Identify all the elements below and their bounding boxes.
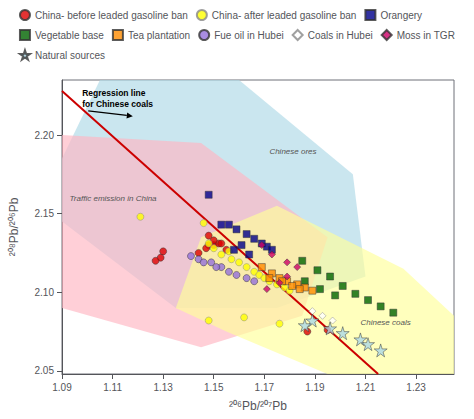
svg-text:Regression line: Regression line bbox=[82, 88, 146, 98]
svg-text:1.13: 1.13 bbox=[153, 382, 173, 393]
svg-text:Fue oil in Hubei: Fue oil in Hubei bbox=[214, 30, 283, 41]
svg-text:1.15: 1.15 bbox=[204, 382, 224, 393]
svg-text:Traffic emission in China: Traffic emission in China bbox=[70, 194, 158, 203]
svg-text:²⁰⁸Pb/²⁰⁶Pb: ²⁰⁸Pb/²⁰⁶Pb bbox=[7, 197, 21, 256]
svg-text:1.11: 1.11 bbox=[103, 382, 122, 393]
svg-text:China- after leaded gasoline b: China- after leaded gasoline ban bbox=[212, 10, 357, 21]
svg-text:Chinese ores: Chinese ores bbox=[269, 147, 316, 156]
svg-text:2.15: 2.15 bbox=[35, 208, 55, 219]
svg-text:1.21: 1.21 bbox=[356, 382, 376, 393]
svg-text:2.20: 2.20 bbox=[35, 130, 55, 141]
svg-text:Coals in Hubei: Coals in Hubei bbox=[308, 30, 373, 41]
svg-text:Natural sources: Natural sources bbox=[35, 50, 105, 61]
svg-text:2.05: 2.05 bbox=[35, 365, 55, 376]
svg-text:Chinese coals: Chinese coals bbox=[360, 318, 410, 327]
svg-text:Orangery: Orangery bbox=[380, 10, 422, 21]
svg-text:Vegetable base: Vegetable base bbox=[35, 30, 104, 41]
svg-text:Tea plantation: Tea plantation bbox=[128, 30, 190, 41]
svg-text:1.19: 1.19 bbox=[305, 382, 325, 393]
svg-text:Moss in TGR: Moss in TGR bbox=[397, 30, 455, 41]
svg-text:1.09: 1.09 bbox=[52, 382, 72, 393]
svg-text:²⁰⁶Pb/²⁰⁷Pb: ²⁰⁶Pb/²⁰⁷Pb bbox=[229, 399, 287, 413]
svg-text:2.10: 2.10 bbox=[35, 287, 55, 298]
svg-text:1.17: 1.17 bbox=[255, 382, 275, 393]
svg-text:for Chinese coals: for Chinese coals bbox=[82, 99, 153, 109]
svg-text:China- before leaded gasoline: China- before leaded gasoline ban bbox=[35, 10, 188, 21]
svg-text:1.23: 1.23 bbox=[406, 382, 426, 393]
